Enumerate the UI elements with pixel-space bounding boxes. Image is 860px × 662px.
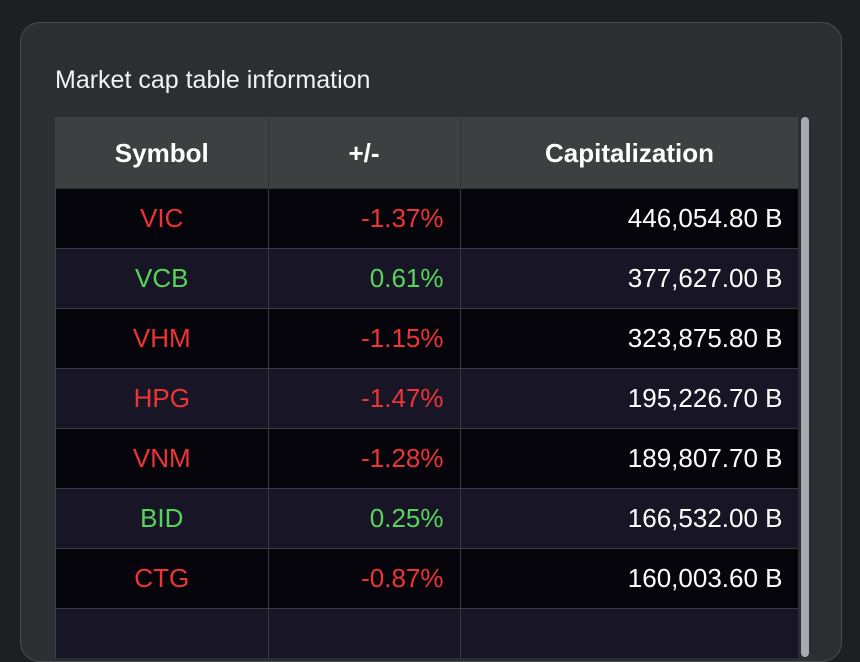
change-cell: -1.28% [268,428,461,489]
symbol-cell[interactable]: VCB [56,248,269,309]
change-cell: 0.25% [268,488,461,549]
change-cell: -1.37% [268,188,461,249]
symbol-cell[interactable]: VIC [56,188,269,249]
capitalization-cell: 160,003.60 B [460,548,800,609]
header-capitalization[interactable]: Capitalization [460,118,800,189]
table-row[interactable]: VNM -1.28% 189,807.70 B [56,428,800,489]
change-cell: 0.61% [268,248,461,309]
symbol-cell[interactable]: CTG [56,548,269,609]
symbol-cell[interactable]: VHM [56,308,269,369]
capitalization-cell: 323,875.80 B [460,308,800,369]
scrollbar-thumb[interactable] [801,117,809,657]
table-row[interactable]: VIC -1.37% 446,054.80 B [56,188,800,249]
change-cell: -1.47% [268,368,461,429]
header-symbol[interactable]: Symbol [56,118,269,189]
table-row[interactable]: BID 0.25% 166,532.00 B [56,488,800,549]
symbol-cell[interactable]: VNM [56,428,269,489]
header-change[interactable]: +/- [268,118,461,189]
market-cap-table: Symbol +/- Capitalization VIC -1.37% 446… [56,118,800,658]
table-row[interactable]: VCB 0.61% 377,627.00 B [56,248,800,309]
symbol-cell[interactable]: HPG [56,368,269,429]
capitalization-cell: 189,807.70 B [460,428,800,489]
capitalization-cell: 446,054.80 B [460,188,800,249]
table-row[interactable]: CTG -0.87% 160,003.60 B [56,548,800,609]
table-header-row: Symbol +/- Capitalization [56,118,800,189]
capitalization-cell: 166,532.00 B [460,488,800,549]
capitalization-cell: 377,627.00 B [460,248,800,309]
capitalization-cell [460,608,800,658]
vertical-scrollbar[interactable] [798,117,811,657]
card-title: Market cap table information [55,66,371,94]
symbol-cell[interactable]: BID [56,488,269,549]
change-cell: -0.87% [268,548,461,609]
table-row-partial[interactable] [56,608,800,658]
table-row[interactable]: HPG -1.47% 195,226.70 B [56,368,800,429]
market-cap-table-container[interactable]: Symbol +/- Capitalization VIC -1.37% 446… [55,117,812,658]
change-cell: -1.15% [268,308,461,369]
table-row[interactable]: VHM -1.15% 323,875.80 B [56,308,800,369]
symbol-cell[interactable] [56,608,269,658]
capitalization-cell: 195,226.70 B [460,368,800,429]
market-cap-card: Market cap table information Symbol +/- … [20,22,842,662]
change-cell [268,608,461,658]
